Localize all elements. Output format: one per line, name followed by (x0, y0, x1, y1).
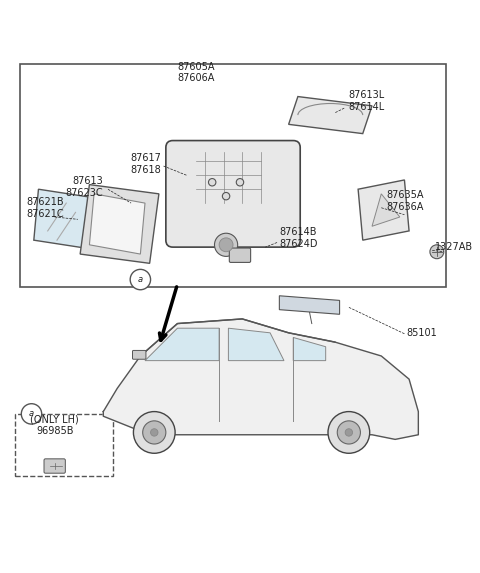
Polygon shape (358, 180, 409, 240)
Circle shape (219, 238, 233, 252)
Text: a: a (29, 409, 34, 418)
Circle shape (21, 404, 42, 424)
Text: 85101: 85101 (407, 328, 437, 338)
Text: 87613
87623C: 87613 87623C (66, 176, 103, 198)
Circle shape (345, 429, 352, 436)
Circle shape (208, 179, 216, 186)
Circle shape (133, 411, 175, 453)
Polygon shape (145, 328, 219, 360)
Polygon shape (228, 328, 284, 360)
FancyBboxPatch shape (132, 351, 146, 359)
FancyBboxPatch shape (166, 140, 300, 247)
Circle shape (215, 233, 238, 256)
Text: 87617
87618: 87617 87618 (131, 153, 161, 175)
FancyBboxPatch shape (229, 248, 251, 262)
FancyBboxPatch shape (44, 459, 65, 473)
Polygon shape (34, 189, 99, 249)
Text: 87635A
87636A: 87635A 87636A (386, 190, 423, 211)
Circle shape (151, 429, 158, 436)
Circle shape (328, 411, 370, 453)
Text: (ONLY LH)
96985B: (ONLY LH) 96985B (30, 415, 79, 436)
Circle shape (222, 193, 230, 200)
Polygon shape (293, 337, 326, 360)
Circle shape (130, 269, 151, 290)
Circle shape (430, 245, 444, 258)
Text: 87614B
87624D: 87614B 87624D (279, 227, 318, 249)
Polygon shape (89, 194, 145, 254)
Text: 1327AB: 1327AB (434, 242, 473, 252)
Circle shape (143, 421, 166, 444)
Bar (15, 414, 113, 476)
Text: 87613L
87614L: 87613L 87614L (349, 91, 385, 112)
Circle shape (337, 421, 360, 444)
Polygon shape (372, 194, 400, 226)
Circle shape (236, 179, 244, 186)
Text: 87605A
87606A: 87605A 87606A (177, 62, 215, 84)
Polygon shape (80, 185, 159, 264)
Text: a: a (138, 275, 143, 284)
Polygon shape (279, 296, 339, 315)
Text: 87621B
87621C: 87621B 87621C (27, 197, 64, 218)
Bar (20, 64, 446, 286)
Polygon shape (288, 97, 372, 134)
Polygon shape (103, 319, 419, 439)
